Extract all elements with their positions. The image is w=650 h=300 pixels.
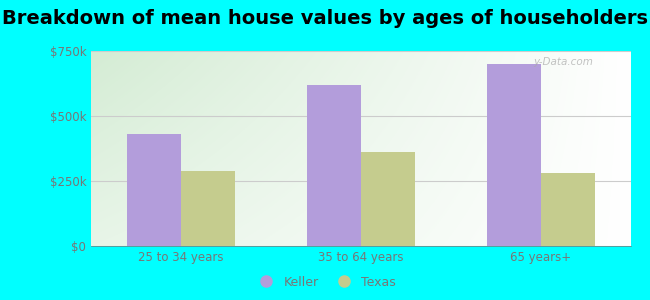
- Bar: [181, 171, 235, 246]
- Bar: [541, 173, 595, 246]
- Bar: [307, 85, 361, 246]
- Legend: Keller, Texas: Keller, Texas: [249, 271, 401, 294]
- Bar: [127, 134, 181, 246]
- Text: y-Data.com: y-Data.com: [534, 57, 593, 67]
- Bar: [361, 152, 415, 246]
- Bar: [487, 64, 541, 246]
- Text: Breakdown of mean house values by ages of householders: Breakdown of mean house values by ages o…: [2, 9, 648, 28]
